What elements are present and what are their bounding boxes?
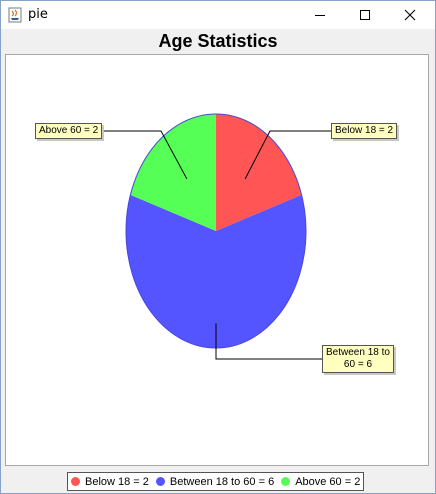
close-icon xyxy=(404,9,415,21)
leader-line-2 xyxy=(102,130,188,180)
slice-label-2: Above 60 = 2 xyxy=(35,123,103,139)
legend-item: Between 18 to 60 = 6 xyxy=(155,475,275,488)
pie-chart xyxy=(102,113,331,360)
slice-label-line: Above 60 = 2 xyxy=(39,125,99,136)
window-title: pie xyxy=(28,7,48,22)
legend-label: Between 18 to 60 = 6 xyxy=(169,475,275,488)
plot-area: Below 18 = 2 Between 18 to 60 = 6 Above 60 … xyxy=(5,54,429,466)
maximize-icon xyxy=(359,10,370,20)
slice-label-line: 60 = 6 xyxy=(343,359,373,370)
chart-title: Age Statistics xyxy=(158,31,278,51)
maximize-button[interactable] xyxy=(342,1,387,29)
pie-slice-0 xyxy=(216,114,302,231)
close-button[interactable] xyxy=(387,1,432,29)
leader-line-1 xyxy=(215,323,322,360)
legend-swatch xyxy=(71,477,80,486)
java-app-icon xyxy=(8,7,22,23)
slice-label-1: Between 18 to 60 = 6 xyxy=(322,345,394,373)
legend-swatch xyxy=(281,477,291,486)
legend-item: Above 60 = 2 xyxy=(281,476,360,488)
minimize-icon xyxy=(314,15,325,16)
chart-legend: Below 18 = 2 Between 18 to 60 = 6 Above 60… xyxy=(67,472,365,491)
slice-label-line: Between 18 to xyxy=(326,347,390,358)
title-bar[interactable]: pie xyxy=(1,1,435,29)
legend-item: Below 18 = 2 xyxy=(71,476,149,488)
pie-slice-2 xyxy=(130,114,216,231)
leader-line-0 xyxy=(244,130,331,180)
legend-label: Below 18 = 2 xyxy=(85,475,149,488)
pie-slice-1 xyxy=(125,194,306,349)
minimize-button[interactable] xyxy=(297,1,342,29)
legend-swatch xyxy=(155,477,165,486)
slice-label-0: Below 18 = 2 xyxy=(331,123,398,139)
legend-label: Above 60 = 2 xyxy=(295,475,361,488)
slice-label-line: Below 18 = 2 xyxy=(335,125,394,136)
